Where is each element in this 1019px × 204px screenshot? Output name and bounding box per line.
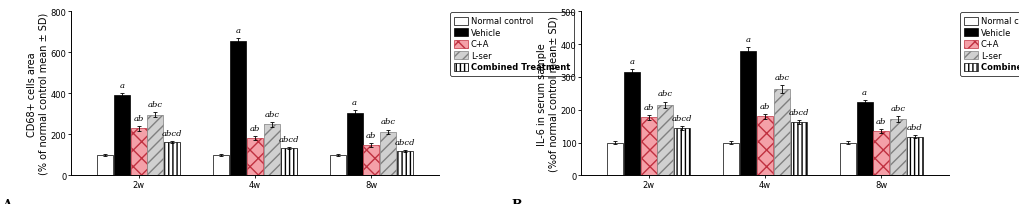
Bar	[657, 105, 673, 175]
Bar	[164, 142, 180, 175]
Text: abc: abc	[380, 118, 395, 126]
Bar	[722, 143, 739, 175]
Bar	[624, 73, 639, 175]
Bar	[247, 138, 263, 175]
Text: abc: abc	[148, 101, 163, 109]
Bar	[97, 155, 113, 175]
Text: abcd: abcd	[162, 129, 182, 137]
Text: ab: ab	[366, 132, 376, 140]
Bar	[872, 131, 889, 175]
Text: a: a	[352, 99, 357, 107]
Bar	[773, 90, 789, 175]
Legend: Normal control, Vehicle, C+A, L-ser, Combined Treatment: Normal control, Vehicle, C+A, L-ser, Com…	[959, 13, 1019, 76]
Text: abd: abd	[906, 123, 922, 131]
Text: ab: ab	[250, 124, 260, 132]
Text: ab: ab	[759, 102, 769, 110]
Bar	[906, 137, 922, 175]
Text: abc: abc	[773, 74, 789, 82]
Bar	[380, 132, 395, 175]
Text: a: a	[745, 36, 750, 44]
Bar	[280, 149, 297, 175]
Bar	[346, 113, 362, 175]
Bar	[213, 155, 229, 175]
Text: abcd: abcd	[394, 138, 415, 146]
Text: ab: ab	[133, 114, 144, 122]
Text: A: A	[2, 198, 11, 204]
Text: B: B	[512, 198, 522, 204]
Bar	[396, 151, 413, 175]
Bar	[148, 115, 163, 175]
Bar	[839, 143, 855, 175]
Y-axis label: IL-6 in serum sample
(%of normal control mean± SD): IL-6 in serum sample (%of normal control…	[536, 16, 558, 171]
Text: ab: ab	[643, 103, 653, 111]
Text: a: a	[861, 88, 866, 96]
Bar	[230, 42, 246, 175]
Bar	[790, 123, 806, 175]
Bar	[114, 96, 129, 175]
Bar	[130, 129, 147, 175]
Bar	[640, 118, 656, 175]
Y-axis label: CD68+ cells area
(% of normal control mean ± SD): CD68+ cells area (% of normal control me…	[26, 13, 49, 175]
Text: abcd: abcd	[278, 135, 299, 143]
Bar	[329, 155, 345, 175]
Text: a: a	[235, 27, 240, 35]
Text: ab: ab	[875, 117, 886, 125]
Bar	[363, 145, 379, 175]
Text: abc: abc	[890, 105, 905, 113]
Text: a: a	[629, 57, 634, 65]
Bar	[674, 129, 690, 175]
Bar	[756, 117, 772, 175]
Bar	[890, 119, 905, 175]
Text: abcd: abcd	[788, 109, 808, 116]
Text: abc: abc	[264, 111, 279, 119]
Bar	[856, 103, 871, 175]
Bar	[606, 143, 623, 175]
Text: abcd: abcd	[672, 115, 692, 123]
Text: abc: abc	[657, 90, 673, 98]
Text: a: a	[119, 81, 124, 89]
Bar	[740, 52, 755, 175]
Legend: Normal control, Vehicle, C+A, L-ser, Combined Treatment: Normal control, Vehicle, C+A, L-ser, Com…	[449, 13, 574, 76]
Bar	[264, 125, 279, 175]
